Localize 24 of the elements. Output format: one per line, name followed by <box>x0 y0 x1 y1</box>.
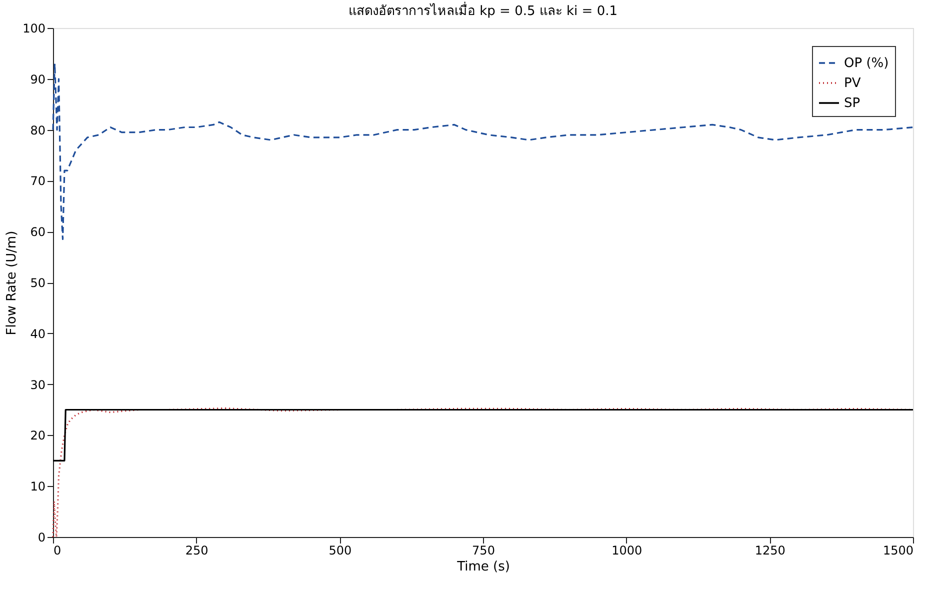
x-tick-label: 1500 <box>882 544 914 558</box>
x-tick-label: 1000 <box>612 544 642 558</box>
y-tick-label: 30 <box>30 378 46 392</box>
y-tick-label: 100 <box>22 22 46 36</box>
x-tick-label: 0 <box>54 544 62 558</box>
y-tick-label: 50 <box>30 276 46 290</box>
chart-title: แสดงอัตราการไหลเมื่อ kp = 0.5 และ ki = 0.1 <box>348 2 618 19</box>
x-axis-title: Time (s) <box>456 560 510 574</box>
y-tick-label: 20 <box>30 428 46 443</box>
y-tick-label: 70 <box>30 174 46 188</box>
y-tick-label: 60 <box>30 225 46 240</box>
legend-label: SP <box>844 96 860 111</box>
y-tick-label: 10 <box>30 480 46 494</box>
y-tick-label: 80 <box>30 123 46 138</box>
x-tick-label: 1250 <box>754 544 786 558</box>
y-axis-title: Flow Rate (U/m) <box>4 230 20 336</box>
x-tick-label: 500 <box>328 544 352 558</box>
y-tick-label: 90 <box>30 72 46 86</box>
x-tick-label: 750 <box>472 544 495 558</box>
legend-label: PV <box>844 76 861 91</box>
x-tick-label: 250 <box>185 544 208 558</box>
y-tick-label: 0 <box>38 530 46 544</box>
legend-label: OP (%) <box>844 56 889 71</box>
y-tick-label: 40 <box>30 326 46 341</box>
